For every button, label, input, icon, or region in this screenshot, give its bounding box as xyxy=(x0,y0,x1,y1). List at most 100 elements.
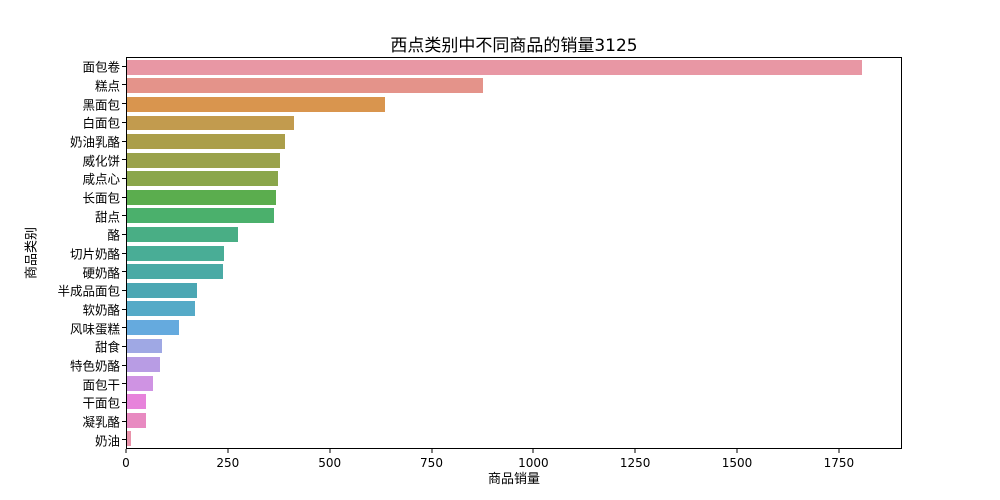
y-tick-mark xyxy=(122,84,126,86)
bar-row xyxy=(127,281,901,300)
x-axis-title: 商品销量 xyxy=(487,472,540,487)
y-tick-mark xyxy=(122,345,126,347)
y-tick-mark xyxy=(122,159,126,161)
bars-layer xyxy=(127,58,901,448)
x-tick-label: 1250 xyxy=(619,456,651,470)
x-tick-mark xyxy=(838,449,840,453)
bar-row xyxy=(127,188,901,207)
bar-干面包 xyxy=(127,394,146,410)
bar-row xyxy=(127,207,901,226)
bar-面包干 xyxy=(127,375,154,391)
y-category-label: 酪 xyxy=(107,227,120,243)
bar-row xyxy=(127,355,901,374)
y-category-label: 长面包 xyxy=(82,190,120,206)
x-tick-label: 750 xyxy=(420,456,443,470)
bar-软奶酪 xyxy=(127,301,195,317)
x-tick-label: 1500 xyxy=(721,456,753,470)
x-tick-mark xyxy=(532,449,534,453)
y-tick-mark xyxy=(122,233,126,235)
y-tick-mark xyxy=(122,196,126,198)
bar-row xyxy=(127,132,901,151)
bar-row xyxy=(127,95,901,114)
y-category-label: 干面包 xyxy=(82,395,120,411)
x-tick-mark xyxy=(329,449,331,453)
x-tick-mark xyxy=(431,449,432,453)
x-tick-label: 1000 xyxy=(518,456,549,470)
x-tick-label: 250 xyxy=(216,456,240,470)
y-tick-mark xyxy=(122,401,126,403)
y-category-label: 风味蛋糕 xyxy=(69,321,120,337)
y-category-label: 半成品面包 xyxy=(57,283,120,299)
y-category-label: 威化饼 xyxy=(82,153,120,169)
bar-奶油乳酪 xyxy=(127,134,285,150)
plot-area xyxy=(126,57,902,449)
bar-凝乳酪 xyxy=(127,412,146,428)
bar-row xyxy=(127,225,901,244)
y-tick-mark xyxy=(122,364,126,366)
bar-硬奶酪 xyxy=(127,264,224,280)
bar-黑面包 xyxy=(127,97,386,112)
bar-row xyxy=(127,411,901,430)
bar-奶油 xyxy=(127,431,131,447)
chart-title: 西点类别中不同商品的销量3125 xyxy=(390,36,638,56)
x-tick-mark xyxy=(634,449,636,453)
bar-row xyxy=(127,262,901,281)
y-tick-mark xyxy=(122,177,126,179)
y-axis-labels: 面包卷 糕点 黑面包 白面包 奶油乳酪 威化饼 咸点心 长面包 甜点酪切片奶酪 硬奶酪 半成品面包软… xyxy=(0,57,120,449)
y-tick-mark xyxy=(122,308,126,310)
bar-特色奶酪 xyxy=(127,357,160,372)
x-tick-mark xyxy=(227,449,229,453)
y-category-label: 面包卷 xyxy=(82,59,120,75)
y-category-label: 凝乳酪 xyxy=(82,414,120,430)
bar-row xyxy=(127,151,901,170)
y-category-label: 硬奶酪 xyxy=(82,265,120,281)
bar-半成品面包 xyxy=(127,282,197,298)
bar-row xyxy=(127,169,901,188)
y-tick-mark xyxy=(122,103,126,105)
y-tick-mark xyxy=(122,140,126,142)
y-tick-mark xyxy=(122,383,126,385)
y-tick-mark xyxy=(122,65,126,67)
x-tick-label: 1750 xyxy=(823,456,855,470)
bar-咸点心 xyxy=(127,171,278,187)
y-category-label: 奶油 xyxy=(94,433,120,449)
y-tick-marks xyxy=(122,57,126,449)
y-tick-mark xyxy=(122,439,126,441)
y-category-label: 面包干 xyxy=(82,377,120,393)
y-tick-mark xyxy=(122,215,126,217)
bar-甜点 xyxy=(127,208,275,224)
x-tick-label: 0 xyxy=(122,456,130,470)
bar-酪 xyxy=(127,227,238,242)
x-tick-mark xyxy=(125,449,127,453)
bar-白面包 xyxy=(127,115,295,131)
bar-切片奶酪 xyxy=(127,245,224,261)
bar-row xyxy=(127,392,901,411)
y-tick-mark xyxy=(122,121,126,123)
bar-row xyxy=(127,77,901,96)
bar-风味蛋糕 xyxy=(127,319,179,335)
bar-威化饼 xyxy=(127,152,280,168)
y-category-label: 切片奶酪 xyxy=(69,246,120,262)
bar-row xyxy=(127,58,901,77)
x-tick-label: 500 xyxy=(318,456,342,470)
y-category-label: 特色奶酪 xyxy=(69,358,120,374)
bar-糕点 xyxy=(127,78,483,94)
y-category-label: 咸点心 xyxy=(82,171,120,187)
y-tick-mark xyxy=(122,271,126,273)
x-axis: 0 250 500 750 1000 1250 1500 1750 xyxy=(122,449,902,479)
bar-row xyxy=(127,337,901,356)
y-category-label: 糕点 xyxy=(94,78,120,94)
y-category-label: 白面包 xyxy=(82,115,120,131)
bar-row xyxy=(127,114,901,133)
y-tick-mark xyxy=(122,289,126,291)
bar-长面包 xyxy=(127,189,276,205)
bar-row xyxy=(127,318,901,337)
y-tick-mark xyxy=(122,420,126,422)
bar-row xyxy=(127,430,901,449)
y-category-label: 软奶酪 xyxy=(82,302,120,318)
y-category-label: 甜点 xyxy=(94,209,120,225)
bar-row xyxy=(127,300,901,319)
bar-row xyxy=(127,374,901,393)
x-tick-mark xyxy=(736,449,738,453)
